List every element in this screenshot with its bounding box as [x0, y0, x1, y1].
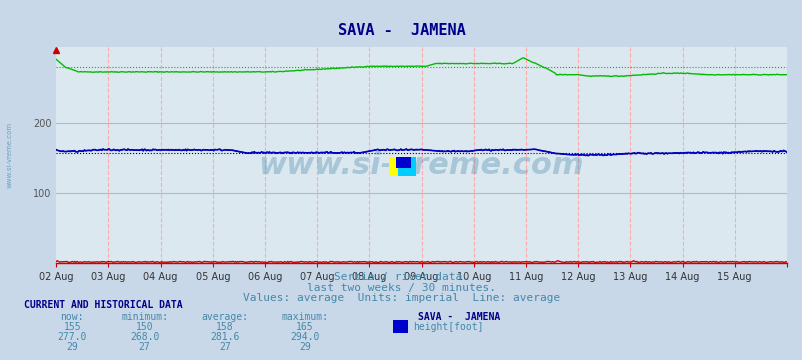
- FancyBboxPatch shape: [395, 157, 410, 168]
- Text: CURRENT AND HISTORICAL DATA: CURRENT AND HISTORICAL DATA: [24, 300, 183, 310]
- Text: last two weeks / 30 minutes.: last two weeks / 30 minutes.: [306, 283, 496, 293]
- Text: Values: average  Units: imperial  Line: average: Values: average Units: imperial Line: av…: [242, 293, 560, 303]
- Text: average:: average:: [201, 312, 248, 323]
- Text: www.si-vreme.com: www.si-vreme.com: [258, 151, 584, 180]
- Text: 277.0: 277.0: [58, 332, 87, 342]
- Text: 27: 27: [139, 342, 150, 352]
- Text: height[foot]: height[foot]: [413, 322, 484, 332]
- Text: 29: 29: [299, 342, 310, 352]
- Text: 150: 150: [136, 322, 153, 332]
- Text: SAVA -  JAMENA: SAVA - JAMENA: [417, 312, 499, 323]
- Text: 29: 29: [67, 342, 78, 352]
- Text: maximum:: maximum:: [282, 312, 328, 323]
- Text: 281.6: 281.6: [210, 332, 239, 342]
- Text: 294.0: 294.0: [290, 332, 319, 342]
- Text: Serbia / river data.: Serbia / river data.: [334, 272, 468, 282]
- Text: 158: 158: [216, 322, 233, 332]
- Text: SAVA -  JAMENA: SAVA - JAMENA: [337, 23, 465, 39]
- FancyBboxPatch shape: [388, 157, 407, 176]
- Text: www.si-vreme.com: www.si-vreme.com: [6, 122, 13, 188]
- FancyBboxPatch shape: [398, 157, 416, 176]
- Text: minimum:: minimum:: [121, 312, 168, 323]
- Text: 268.0: 268.0: [130, 332, 159, 342]
- Text: 165: 165: [296, 322, 314, 332]
- Text: 27: 27: [219, 342, 230, 352]
- Text: 155: 155: [63, 322, 81, 332]
- Text: now:: now:: [60, 312, 84, 323]
